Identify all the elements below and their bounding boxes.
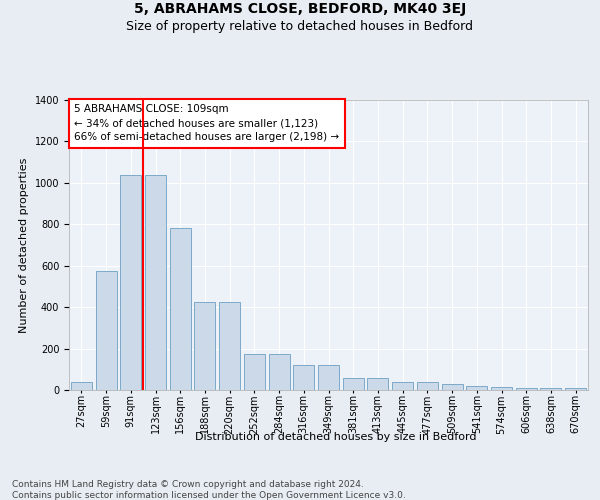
Bar [71, 382, 92, 390]
Text: Contains HM Land Registry data © Crown copyright and database right 2024.
Contai: Contains HM Land Registry data © Crown c… [12, 480, 406, 500]
Text: 5, ABRAHAMS CLOSE, BEDFORD, MK40 3EJ: 5, ABRAHAMS CLOSE, BEDFORD, MK40 3EJ [134, 2, 466, 16]
Bar [541, 388, 562, 390]
Bar [491, 387, 512, 390]
Text: 5 ABRAHAMS CLOSE: 109sqm
← 34% of detached houses are smaller (1,123)
66% of sem: 5 ABRAHAMS CLOSE: 109sqm ← 34% of detach… [74, 104, 340, 142]
Bar [244, 354, 265, 390]
Bar [392, 382, 413, 390]
Bar [120, 174, 141, 390]
Bar [516, 388, 537, 390]
Bar [417, 382, 438, 390]
Bar [219, 302, 240, 390]
Bar [343, 378, 364, 390]
Bar [442, 384, 463, 390]
Bar [293, 365, 314, 390]
Bar [466, 386, 487, 390]
Bar [194, 302, 215, 390]
Bar [170, 228, 191, 390]
Bar [269, 354, 290, 390]
Text: Distribution of detached houses by size in Bedford: Distribution of detached houses by size … [195, 432, 477, 442]
Text: Size of property relative to detached houses in Bedford: Size of property relative to detached ho… [127, 20, 473, 33]
Bar [367, 378, 388, 390]
Bar [565, 388, 586, 390]
Bar [145, 174, 166, 390]
Bar [95, 271, 116, 390]
Bar [318, 365, 339, 390]
Y-axis label: Number of detached properties: Number of detached properties [19, 158, 29, 332]
